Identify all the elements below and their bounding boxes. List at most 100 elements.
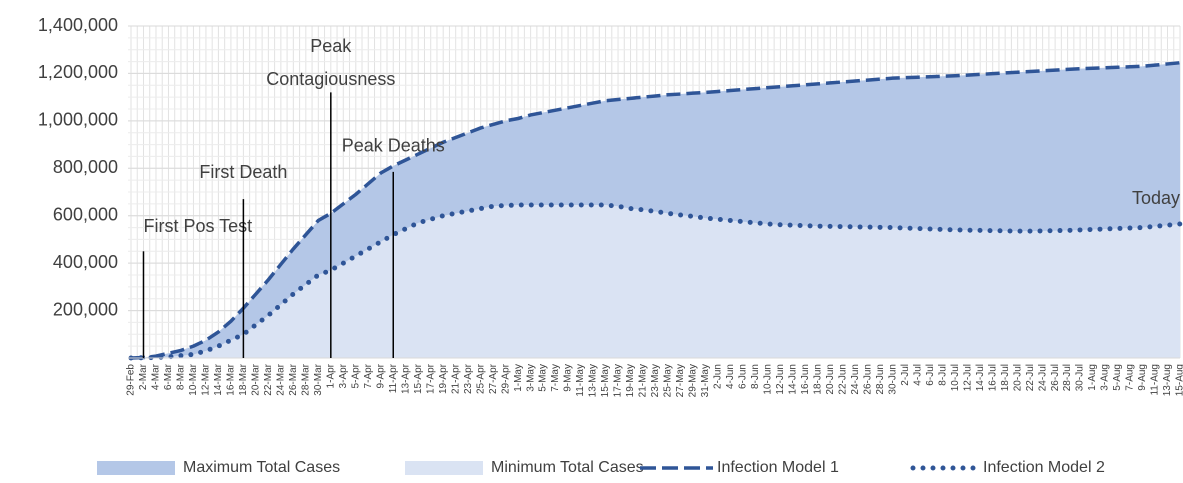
x-tick-label: 17-May [613, 364, 624, 397]
x-tick-label: 25-May [663, 364, 674, 397]
x-tick-label: 12-Jun [775, 364, 786, 395]
y-tick-label: 800,000 [53, 157, 118, 177]
y-tick-label: 200,000 [53, 299, 118, 319]
x-tick-label: 13-Apr [400, 363, 411, 394]
legend-label: Maximum Total Cases [183, 459, 340, 476]
x-tick-label: 22-Mar [263, 363, 274, 395]
x-tick-label: 9-Aug [1137, 364, 1148, 391]
x-tick-label: 22-Jun [837, 364, 848, 395]
annotation-text: First Death [199, 162, 287, 182]
x-tick-label: 10-Jun [763, 364, 774, 395]
x-tick-label: 1-Aug [1087, 364, 1098, 391]
x-tick-label: 12-Jul [962, 364, 973, 391]
annotation-text: First Pos Test [143, 216, 252, 236]
y-tick-label: 1,000,000 [38, 110, 118, 130]
x-tick-label: 11-Aug [1150, 364, 1161, 396]
x-tick-label: 15-Aug [1175, 364, 1183, 396]
x-tick-label: 3-May [525, 364, 536, 392]
x-tick-label: 7-May [550, 364, 561, 392]
x-tick-label: 16-Mar [226, 363, 237, 395]
x-tick-label: 26-Jun [862, 364, 873, 395]
x-tick-label: 12-Mar [201, 363, 212, 395]
x-tick-label: 18-Mar [238, 363, 249, 395]
x-tick-label: 9-Apr [375, 363, 386, 388]
annotation-text: Peak Deaths [342, 136, 445, 156]
x-tick-label: 20-Jun [825, 364, 836, 395]
x-tick-label: 25-Apr [475, 363, 486, 394]
x-tick-label: 8-Mar [176, 363, 187, 390]
x-tick-label: 15-May [600, 364, 611, 397]
x-tick-label: 2-Jul [900, 364, 911, 386]
x-tick-label: 27-May [675, 364, 686, 397]
legend-label: Minimum Total Cases [491, 459, 644, 476]
x-tick-label: 16-Jul [987, 364, 998, 391]
x-tick-label: 14-Jun [788, 364, 799, 395]
x-tick-label: 18-Jun [812, 364, 823, 395]
x-tick-label: 6-Mar [163, 363, 174, 390]
x-tick-label: 24-Mar [275, 363, 286, 395]
x-tick-label: 26-Mar [288, 363, 299, 395]
x-tick-label: 14-Jul [975, 364, 986, 391]
x-tick-label: 24-Jul [1037, 364, 1048, 391]
x-tick-label: 31-May [700, 364, 711, 397]
x-tick-label: 10-Jul [950, 364, 961, 391]
x-tick-label: 9-May [563, 364, 574, 392]
x-tick-label: 13-May [588, 364, 599, 397]
legend-label: Infection Model 1 [717, 459, 839, 476]
y-tick-label: 400,000 [53, 252, 118, 272]
x-tick-label: 18-Jul [1000, 364, 1011, 391]
x-tick-label: 28-Jun [875, 364, 886, 395]
annotation-text: Contagiousness [266, 69, 395, 89]
x-tick-label: 30-Jul [1075, 364, 1086, 391]
y-tick-label: 600,000 [53, 204, 118, 224]
x-tick-label: 20-Jul [1012, 364, 1023, 391]
legend-label: Infection Model 2 [983, 459, 1105, 476]
x-tick-label: 11-May [575, 364, 586, 397]
x-tick-label: 29-Feb [126, 364, 137, 396]
x-tick-label: 30-Jun [887, 364, 898, 395]
x-tick-label: 4-Jul [912, 364, 923, 386]
x-tick-label: 17-Apr [425, 363, 436, 394]
x-tick-label: 23-Apr [463, 363, 474, 394]
x-tick-label: 27-Apr [488, 363, 499, 394]
x-tick-label: 11-Apr [388, 363, 399, 393]
x-tick-label: 15-Apr [413, 363, 424, 394]
x-tick-label: 26-Jul [1050, 364, 1061, 391]
x-tick-label: 24-Jun [850, 364, 861, 395]
x-tick-label: 29-May [688, 364, 699, 397]
x-tick-label: 14-Mar [213, 363, 224, 395]
x-tick-label: 8-Jun [750, 364, 761, 389]
x-tick-label: 23-May [650, 364, 661, 397]
x-tick-label: 22-Jul [1025, 364, 1036, 391]
x-tick-label: 29-Apr [500, 363, 511, 394]
x-tick-label: 3-Aug [1100, 364, 1111, 391]
x-tick-label: 2-Mar [138, 363, 149, 390]
line [130, 61, 1181, 360]
x-tick-label: 28-Mar [300, 363, 311, 395]
y-tick-label: 1,200,000 [38, 62, 118, 82]
x-tick-label: 5-Aug [1112, 364, 1123, 391]
x-tick-label: 7-Apr [363, 363, 374, 388]
x-tick-label: 10-Mar [188, 363, 199, 395]
x-tick-label: 2-Jun [713, 364, 724, 389]
x-tick-label: 19-Apr [438, 363, 449, 394]
x-tick-label: 30-Mar [313, 363, 324, 395]
x-tick-label: 13-Aug [1162, 364, 1173, 396]
x-tick-label: 5-May [538, 364, 549, 392]
legend-swatch [97, 461, 175, 475]
y-tick-label: 1,400,000 [38, 15, 118, 35]
x-tick-label: 6-Jun [738, 364, 749, 389]
x-tick-label: 1-May [513, 364, 524, 392]
x-tick-label: 21-Apr [450, 363, 461, 394]
x-tick-label: 20-Mar [251, 363, 262, 395]
x-tick-label: 7-Aug [1125, 364, 1136, 391]
x-tick-label: 19-May [625, 364, 636, 397]
x-tick-label: 4-Mar [151, 363, 162, 390]
x-tick-label: 28-Jul [1062, 364, 1073, 391]
x-tick-label: 8-Jul [937, 364, 948, 386]
x-tick-label: 4-Jun [725, 364, 736, 389]
x-tick-label: 1-Apr [325, 363, 336, 388]
x-tick-label: 3-Apr [338, 363, 349, 388]
x-tick-label: 5-Apr [350, 363, 361, 388]
